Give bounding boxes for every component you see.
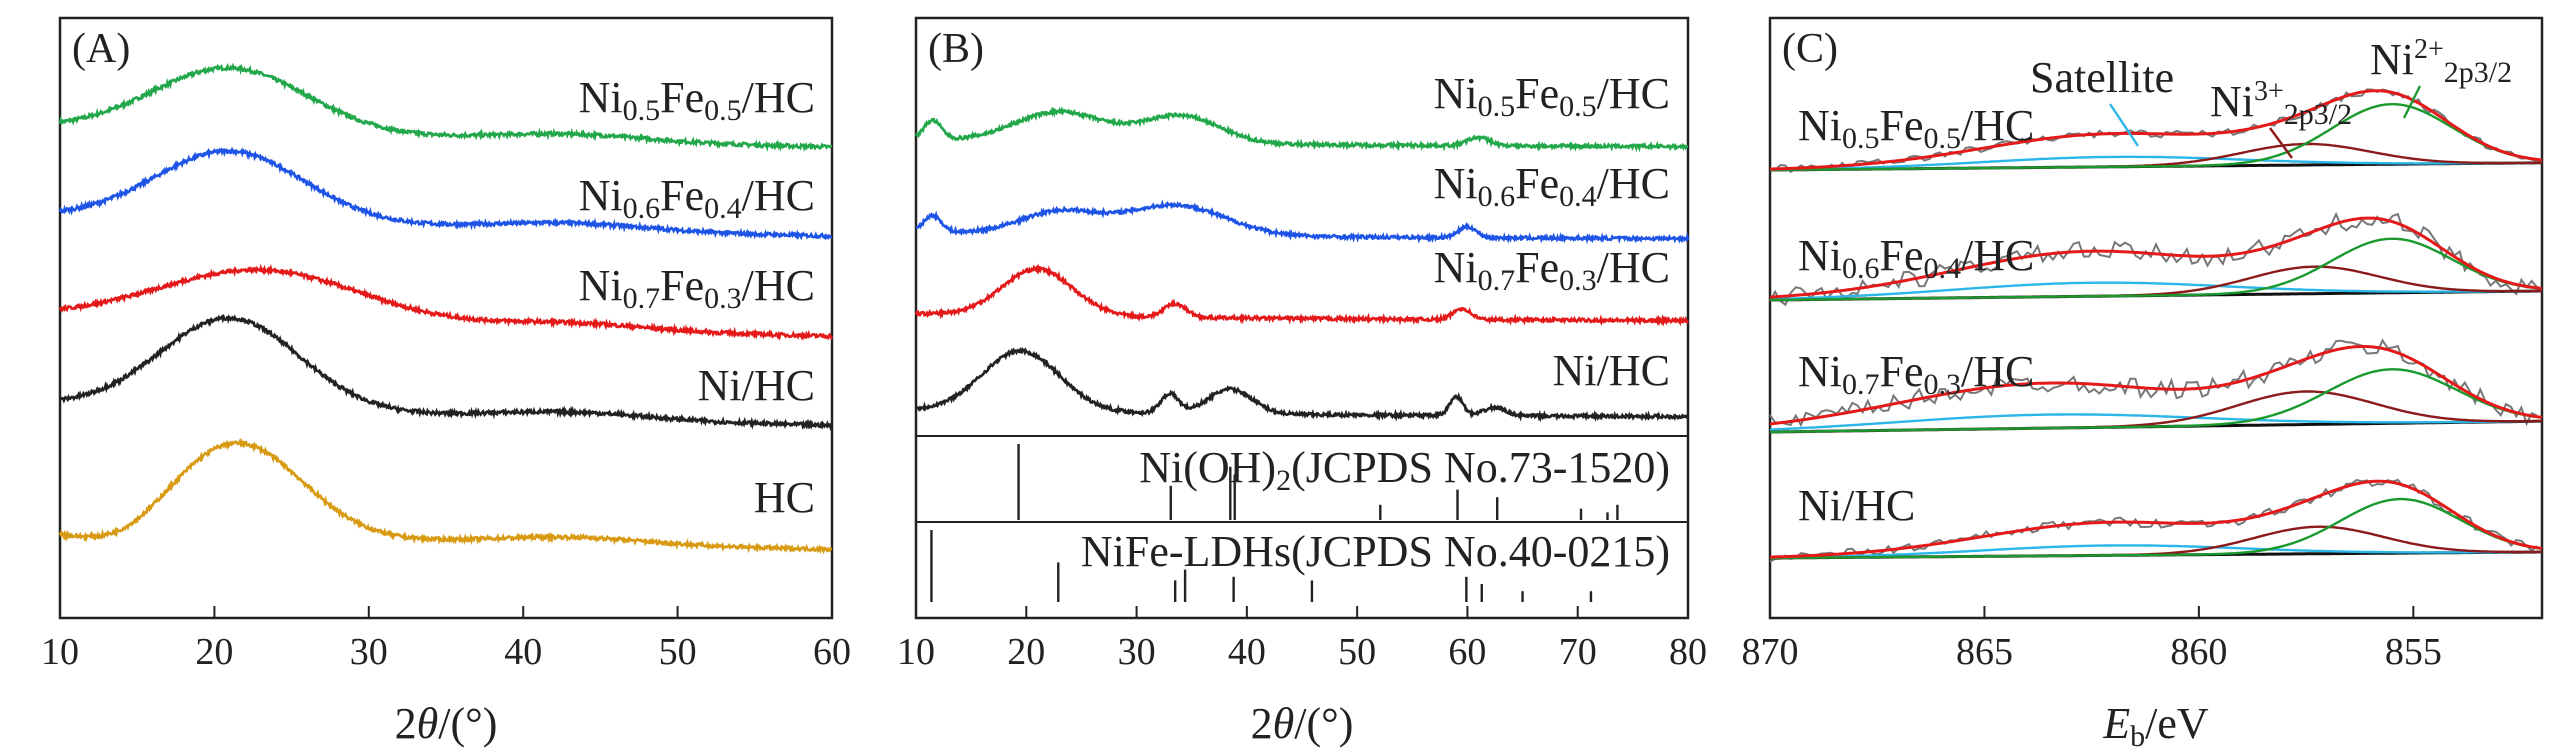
panel-b-ref-label-0: Ni(OH)2​(JCPDS No.73-1520): [1139, 443, 1670, 497]
panel-a-tick-label: 20: [195, 631, 233, 673]
panel-b-label-1: Ni0.6​Fe0.4​/HC: [1434, 159, 1670, 213]
panel-c-frame: [1768, 16, 2544, 620]
panel-a-label-4: HC: [754, 473, 815, 522]
panel-c-annotations: Satellite Ni3+​2p3/2​ Ni2+​2p3/2​: [2030, 34, 2512, 159]
panel-c-x-axis-label: Eb​/eV: [2102, 699, 2209, 753]
panel-a-label-1: Ni0.6​Fe0.4​/HC: [579, 171, 815, 225]
panel-c-annotation-ni2: Ni2+​2p3/2​: [2370, 34, 2512, 89]
panel-c-ni2-fit-0: [1770, 103, 2543, 172]
panel-c-label: (C): [1782, 26, 1838, 72]
panel-a-label-3: Ni/HC: [698, 361, 815, 410]
panel-b: (B) Ni(OH)2​(JCPDS No.73-1520) NiFe-LDHs(…: [897, 16, 1707, 748]
panel-c-label-1: Ni0.6​Fe0.4​/HC: [1798, 231, 2034, 285]
panel-b-tick-label: 40: [1228, 631, 1266, 673]
panel-b-label: (B): [928, 26, 984, 72]
panel-b-curve-1: [915, 199, 1690, 245]
panel-c-annotation-ni3: Ni3+​2p3/2​: [2210, 76, 2352, 131]
panel-c-raw-1: [1769, 211, 2538, 307]
panel-c-annotation-satellite: Satellite: [2030, 53, 2174, 102]
panel-c-satellite-fit-0: [1770, 155, 2542, 171]
panel-c-tick-label: 855: [2385, 631, 2442, 673]
panel-a-tick-label: 40: [504, 631, 542, 673]
panel-b-curve-3: [914, 346, 1690, 423]
panel-a-curve-1: [58, 146, 833, 241]
panel-b-tick-label: 20: [1007, 631, 1045, 673]
panel-c-ni2-pointer: [2402, 85, 2422, 119]
panel-c-x-ticks: 870 865 860 855: [1742, 606, 2442, 673]
panel-a-label-0: Ni0.5​Fe0.5​/HC: [579, 73, 815, 127]
panel-c-satellite-fit-1: [1770, 281, 2543, 301]
panel-b-label-3: Ni/HC: [1553, 346, 1670, 395]
panel-b-x-ticks: 10 20 30 40 50 60 70 80: [897, 606, 1707, 673]
panel-c-label-3: Ni/HC: [1798, 481, 1915, 530]
panel-b-reference-patterns: Ni(OH)2​(JCPDS No.73-1520) NiFe-LDHs(JCPD…: [930, 443, 1670, 602]
panel-b-tick-label: 70: [1559, 631, 1597, 673]
panel-a-x-ticks: 10 20 30 40 50 60: [41, 606, 851, 673]
panel-c-satellite-pointer: [2109, 103, 2139, 147]
panel-a-tick-label: 60: [813, 631, 851, 673]
panel-c-series-labels: Ni0.5​Fe0.5​/HC Ni0.6​Fe0.4​/HC Ni0.7​Fe0.…: [1798, 101, 2034, 530]
panel-a-curve-2: [58, 263, 834, 341]
panel-b-tick-label: 30: [1118, 631, 1156, 673]
panel-c-ni2-fit-3: [1770, 497, 2543, 560]
panel-a-label: (A): [72, 26, 130, 72]
panel-b-tick-label: 50: [1338, 631, 1376, 673]
panel-c-tick-label: 860: [2170, 631, 2227, 673]
panel-a-tick-label: 30: [350, 631, 388, 673]
panel-b-tick-label: 60: [1448, 631, 1486, 673]
panel-c-satellite-fit-2: [1769, 413, 2543, 431]
panel-c: (C) Ni0.5​Fe0.5​/HC Ni0.6​Fe0.4​/HC Ni0.7​…: [1742, 16, 2544, 753]
panel-b-curves: [914, 106, 1690, 423]
panel-c-label-2: Ni0.7​Fe0.3​/HC: [1798, 347, 2034, 401]
panel-a-curves: [58, 62, 834, 555]
panel-b-series-labels: Ni0.5​Fe0.5​/HC Ni0.6​Fe0.4​/HC Ni0.7​Fe0.…: [1434, 69, 1670, 395]
panel-b-curve-0: [914, 106, 1689, 153]
panel-a-curve-3: [58, 313, 834, 432]
panel-a-series-labels: Ni0.5​Fe0.5​/HC Ni0.6​Fe0.4​/HC Ni0.7​Fe0.…: [579, 73, 815, 522]
panel-b-curve-2: [914, 263, 1690, 327]
panel-c-raw-2: [1769, 338, 2538, 428]
panel-b-frame: [914, 16, 1690, 620]
panel-b-ref-label-1: NiFe-LDHs(JCPDS No.40-0215): [1081, 527, 1670, 576]
panel-b-tick-label: 80: [1669, 631, 1707, 673]
panel-a-tick-label: 10: [41, 631, 79, 673]
panel-c-envelope-3: [1769, 479, 2543, 559]
panel-b-label-2: Ni0.7​Fe0.3​/HC: [1434, 243, 1670, 297]
panel-a-frame: [58, 16, 834, 620]
panel-c-ni2-fit-2: [1770, 368, 2543, 434]
panel-c-satellite-fit-3: [1770, 544, 2542, 559]
panel-c-curves: [1769, 88, 2543, 563]
panel-b-tick-label: 10: [897, 631, 935, 673]
panel-a-curve-0: [58, 62, 833, 153]
panel-a-x-axis-label: 2θ/(°): [395, 699, 498, 748]
panel-a-label-2: Ni0.7​Fe0.3​/HC: [579, 261, 815, 315]
panel-c-envelope-1: [1769, 216, 2543, 299]
panel-a: (A) Ni0.5​Fe0.5​/HC Ni0.6​Fe0.4​/HC Ni0.7​…: [41, 16, 851, 748]
panel-c-ni2-fit-1: [1770, 237, 2543, 302]
panel-b-label-0: Ni0.5​Fe0.5​/HC: [1434, 69, 1670, 123]
panel-c-tick-label: 865: [1956, 631, 2013, 673]
panel-c-label-0: Ni0.5​Fe0.5​/HC: [1798, 101, 2034, 155]
panel-c-tick-label: 870: [1742, 631, 1799, 673]
panel-a-tick-label: 50: [659, 631, 697, 673]
panel-c-envelope-2: [1769, 345, 2543, 426]
panel-c-ni3-pointer: [2269, 127, 2293, 159]
panel-a-curve-4: [58, 437, 833, 555]
panel-b-x-axis-label: 2θ/(°): [1251, 699, 1354, 748]
